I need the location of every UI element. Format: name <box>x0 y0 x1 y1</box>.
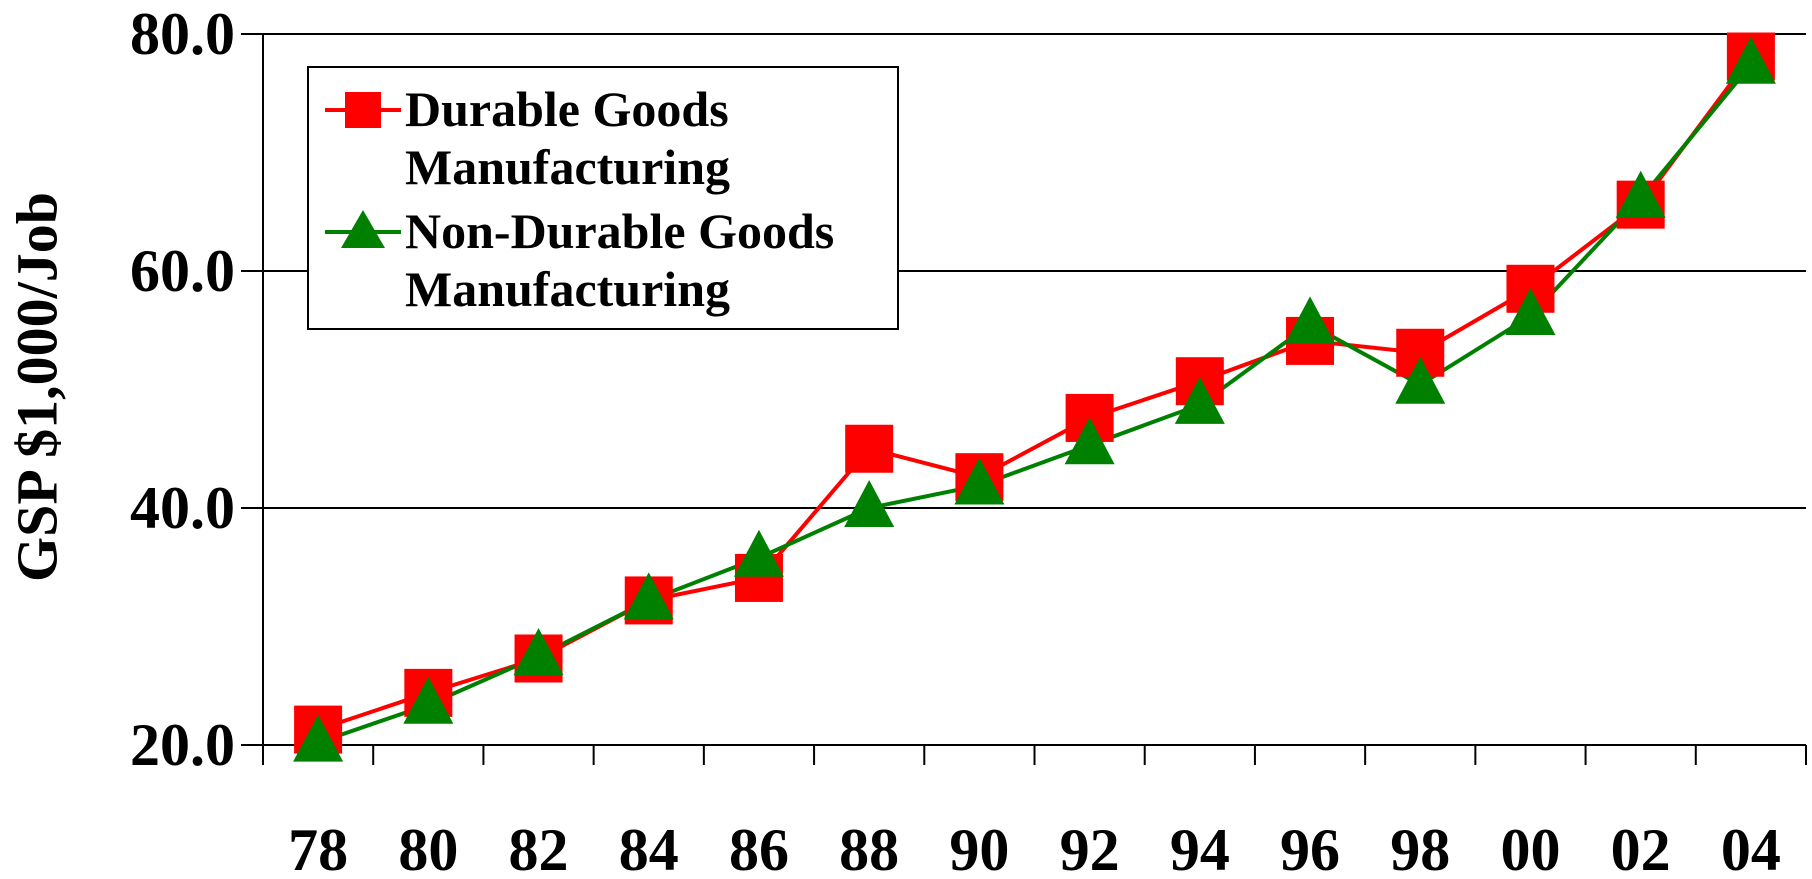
legend-label: Durable Goods Manufacturing <box>405 81 730 195</box>
x-tick-label: 90 <box>949 817 1009 879</box>
marker <box>1174 376 1225 424</box>
legend-entry: Durable Goods Manufacturing <box>323 80 897 196</box>
legend-label: Non-Durable Goods Manufacturing <box>405 203 835 317</box>
y-tick-label: 60.0 <box>130 238 235 304</box>
marker <box>1395 356 1446 404</box>
x-tick-label: 00 <box>1500 817 1560 879</box>
legend-marker <box>345 92 381 128</box>
x-tick-label: 04 <box>1721 817 1781 879</box>
marker <box>403 676 454 724</box>
marker <box>1285 296 1336 344</box>
marker <box>1725 36 1776 84</box>
x-tick-label: 78 <box>288 817 348 879</box>
x-tick-label: 82 <box>509 817 569 879</box>
marker <box>844 480 895 527</box>
x-tick-label: 92 <box>1060 817 1120 879</box>
marker <box>623 572 674 620</box>
legend-swatch <box>325 92 401 128</box>
x-tick-label: 88 <box>839 817 899 879</box>
marker <box>954 457 1005 505</box>
marker <box>1505 288 1556 336</box>
legend-swatch <box>325 210 401 248</box>
y-tick-label: 20.0 <box>130 712 235 778</box>
x-tick-label: 96 <box>1280 817 1340 879</box>
y-axis-label: GSP $1,000/Job <box>4 192 69 582</box>
marker <box>1615 170 1666 218</box>
marker <box>733 529 784 577</box>
legend-entry: Non-Durable Goods Manufacturing <box>323 202 897 318</box>
x-tick-label: 80 <box>398 817 458 879</box>
x-tick-label: 84 <box>619 817 679 879</box>
legend: Durable Goods Manufacturing Non-Durable G… <box>307 66 899 330</box>
x-tick-label: 98 <box>1390 817 1450 879</box>
x-tick-label: 86 <box>729 817 789 879</box>
marker <box>845 424 894 473</box>
legend-marker <box>341 210 385 248</box>
marker <box>513 628 564 676</box>
y-tick-label: 80.0 <box>130 1 235 67</box>
marker <box>293 714 344 762</box>
x-tick-label: 94 <box>1170 817 1230 879</box>
x-tick-label: 02 <box>1611 817 1671 879</box>
y-tick-label: 40.0 <box>130 475 235 541</box>
marker <box>1064 417 1115 465</box>
